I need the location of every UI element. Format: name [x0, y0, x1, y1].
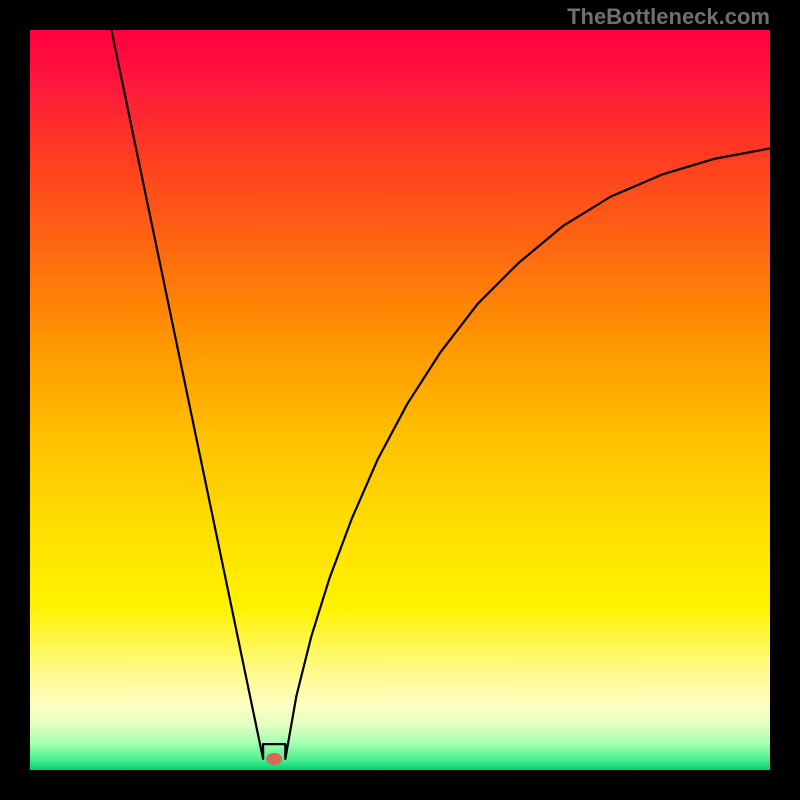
chart-svg [30, 30, 770, 770]
gradient-background [30, 30, 770, 770]
chart-container: TheBottleneck.com [0, 0, 800, 800]
plot-area [30, 30, 770, 770]
minimum-marker [266, 753, 282, 765]
watermark-text: TheBottleneck.com [567, 4, 770, 30]
